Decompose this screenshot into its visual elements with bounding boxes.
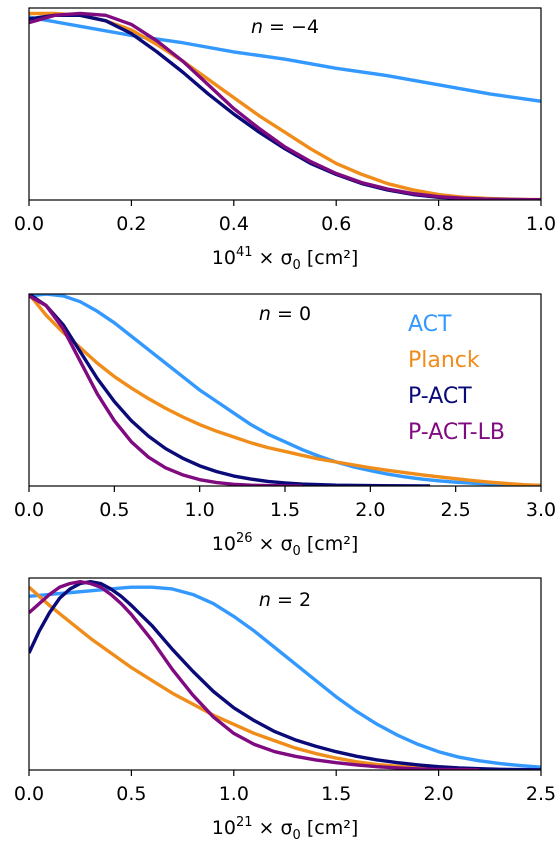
- series-line-planck: [29, 294, 541, 486]
- legend-entry-planck: Planck: [408, 348, 480, 373]
- series-line-p-act-lb: [29, 579, 480, 770]
- axes-frame: [28, 7, 542, 201]
- legend-entry-act: ACT: [408, 312, 452, 337]
- series-line-planck: [29, 11, 541, 200]
- x-tick-label: 0.2: [116, 213, 146, 235]
- series-line-p-act-lb: [29, 294, 303, 486]
- x-tick-label: 2.0: [423, 783, 453, 805]
- series-line-act: [29, 585, 541, 769]
- plot-area: [29, 11, 541, 200]
- x-tick-label: 3.0: [526, 499, 556, 521]
- axes-frame: [28, 577, 542, 771]
- panel-n-2: 0.0 0.5 1.0 1.5 2.0 2.5 1021 × σ0 [cm²] n = 2: [14, 577, 556, 843]
- legend-entry-p-act-lb: P-ACT-LB: [408, 420, 505, 445]
- x-tick-label: 2.5: [441, 499, 471, 521]
- x-tick-label: 0.8: [423, 213, 453, 235]
- x-tick-label: 2.5: [526, 783, 556, 805]
- x-tick-label: 0.5: [99, 499, 129, 521]
- x-tick-label: 0.5: [116, 783, 146, 805]
- plot-area: [29, 294, 541, 486]
- x-axis-label: 1021 × σ0 [cm²]: [212, 815, 359, 843]
- x-tick-label: 0.6: [321, 213, 351, 235]
- plot-area: [29, 579, 541, 770]
- series-line-p-act: [29, 579, 541, 770]
- x-tick-label: 0.0: [14, 213, 44, 235]
- x-tick-label: 0.4: [219, 213, 249, 235]
- legend: ACT Planck P-ACT P-ACT-LB: [408, 312, 505, 445]
- x-tick-label: 1.0: [219, 783, 249, 805]
- panel-n-minus-4: 0.0 0.2 0.4 0.6 0.8 1.0 1041 × σ0 [cm²] n = −4: [14, 7, 556, 273]
- series-line-p-act-lb: [29, 11, 541, 200]
- x-tick-label: 0.0: [14, 783, 44, 805]
- panel-annotation: n = 2: [259, 589, 311, 611]
- panel-annotation: n = 0: [259, 303, 311, 325]
- series-line-p-act: [29, 13, 541, 200]
- series-line-act: [29, 15, 541, 103]
- series-line-p-act: [29, 294, 431, 486]
- x-tick-label: 0.0: [14, 499, 44, 521]
- x-tick-label: 1.5: [321, 783, 351, 805]
- panel-annotation: n = −4: [251, 16, 319, 38]
- x-tick-label: 1.5: [270, 499, 300, 521]
- legend-entry-p-act: P-ACT: [408, 384, 472, 409]
- x-axis-label: 1041 × σ0 [cm²]: [212, 245, 359, 273]
- series-line-act: [29, 294, 541, 486]
- x-axis-label: 1026 × σ0 [cm²]: [212, 531, 359, 559]
- panel-n-0: 0.0 0.5 1.0 1.5 2.0 2.5 3.0 1026 × σ0 [cm²] n = …: [14, 293, 556, 559]
- x-tick-label: 2.0: [355, 499, 385, 521]
- x-tick-label: 1.0: [526, 213, 556, 235]
- x-tick-label: 1.0: [185, 499, 215, 521]
